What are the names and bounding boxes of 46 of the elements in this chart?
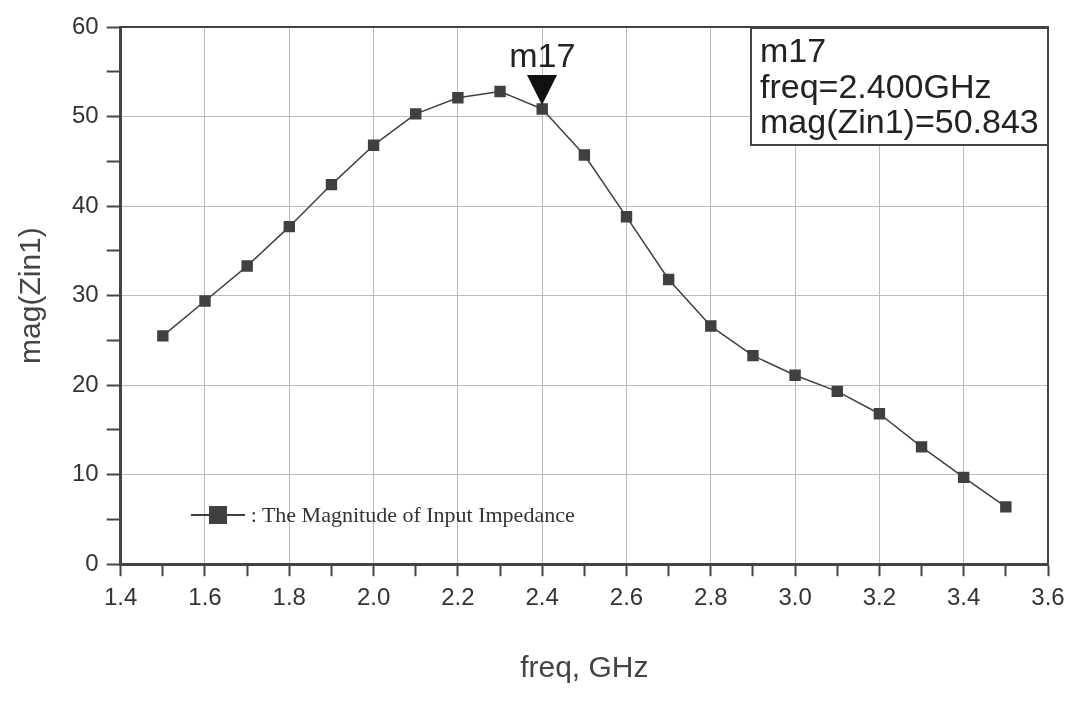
point bbox=[831, 385, 843, 398]
point bbox=[578, 149, 591, 161]
y-tick-label: 40 bbox=[71, 190, 99, 218]
x-tick-label: 2.2 bbox=[441, 583, 475, 611]
point bbox=[873, 408, 886, 420]
x-tick-label: 2.8 bbox=[694, 583, 728, 611]
y-axis-title: mag(Zin1) bbox=[13, 227, 47, 364]
point bbox=[494, 85, 506, 98]
x-tick-label: 1.6 bbox=[188, 583, 222, 611]
y-tick-label: 60 bbox=[71, 11, 99, 39]
point bbox=[199, 295, 211, 307]
y-tick-label: 30 bbox=[71, 280, 99, 308]
point bbox=[536, 103, 548, 115]
point bbox=[958, 471, 970, 484]
x-tick-label: 3.6 bbox=[1031, 583, 1065, 611]
x-tick-label: 1.8 bbox=[272, 583, 306, 611]
point bbox=[367, 139, 380, 151]
point bbox=[325, 178, 338, 191]
x-axis-title: freq, GHz bbox=[520, 650, 649, 684]
x-tick-label: 3.4 bbox=[947, 583, 981, 611]
point bbox=[915, 441, 928, 453]
point bbox=[620, 211, 633, 223]
point bbox=[789, 369, 801, 381]
y-tick-label: 50 bbox=[71, 101, 99, 129]
x-tick-label: 2.6 bbox=[609, 583, 644, 611]
y-tick-label: 20 bbox=[71, 369, 99, 397]
point bbox=[662, 273, 675, 286]
point bbox=[747, 349, 759, 362]
y-tick-label: 0 bbox=[85, 548, 99, 576]
point bbox=[452, 92, 464, 104]
annotation: freq=2.400GHz bbox=[760, 66, 993, 105]
point bbox=[157, 330, 169, 342]
x-tick-label: 1.4 bbox=[104, 583, 138, 611]
point bbox=[410, 108, 422, 120]
legend-label: : The Magnitude of Input Impedance bbox=[250, 502, 575, 529]
point bbox=[241, 260, 253, 272]
x-tick-label: 3.2 bbox=[862, 583, 897, 611]
annotation: m17 bbox=[760, 31, 828, 69]
point bbox=[705, 320, 717, 332]
x-tick-label: 2.4 bbox=[525, 583, 559, 611]
annotation: m17 bbox=[509, 35, 576, 75]
point bbox=[1000, 501, 1012, 513]
x-tick-label: 3.0 bbox=[778, 583, 812, 611]
x-tick-label: 2.0 bbox=[356, 583, 391, 611]
point bbox=[283, 220, 295, 233]
y-tick-label: 10 bbox=[71, 459, 99, 487]
